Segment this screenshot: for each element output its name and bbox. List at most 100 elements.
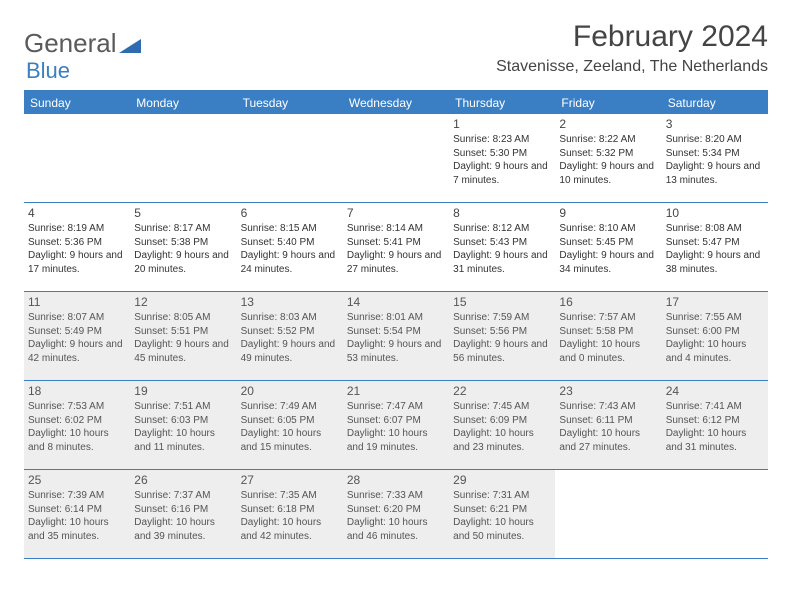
sunrise-text: Sunrise: 8:17 AM [134,222,232,236]
day-cell: 21Sunrise: 7:47 AMSunset: 6:07 PMDayligh… [343,381,449,469]
sunset-text: Sunset: 6:14 PM [28,503,126,517]
day-cell [24,114,130,202]
sunset-text: Sunset: 5:38 PM [134,236,232,250]
logo-triangle-icon [119,35,141,53]
daylight-text: Daylight: 9 hours and 10 minutes. [559,160,657,187]
day-number: 24 [666,384,764,398]
sunset-text: Sunset: 5:51 PM [134,325,232,339]
day-number: 2 [559,117,657,131]
day-cell: 22Sunrise: 7:45 AMSunset: 6:09 PMDayligh… [449,381,555,469]
day-cell: 20Sunrise: 7:49 AMSunset: 6:05 PMDayligh… [237,381,343,469]
daylight-text: Daylight: 10 hours and 8 minutes. [28,427,126,454]
sunrise-text: Sunrise: 7:43 AM [559,400,657,414]
sunrise-text: Sunrise: 7:35 AM [241,489,339,503]
sunrise-text: Sunrise: 8:01 AM [347,311,445,325]
sunset-text: Sunset: 6:12 PM [666,414,764,428]
day-number: 8 [453,206,551,220]
sunrise-text: Sunrise: 8:19 AM [28,222,126,236]
day-cell: 15Sunrise: 7:59 AMSunset: 5:56 PMDayligh… [449,292,555,380]
sunset-text: Sunset: 5:49 PM [28,325,126,339]
sunrise-text: Sunrise: 8:15 AM [241,222,339,236]
sunrise-text: Sunrise: 8:12 AM [453,222,551,236]
sunrise-text: Sunrise: 8:10 AM [559,222,657,236]
sunrise-text: Sunrise: 8:08 AM [666,222,764,236]
day-cell [343,114,449,202]
day-cell: 29Sunrise: 7:31 AMSunset: 6:21 PMDayligh… [449,470,555,558]
daylight-text: Daylight: 9 hours and 38 minutes. [666,249,764,276]
logo-text-1: General [24,28,117,59]
day-number: 19 [134,384,232,398]
daylight-text: Daylight: 10 hours and 31 minutes. [666,427,764,454]
week-row: 4Sunrise: 8:19 AMSunset: 5:36 PMDaylight… [24,203,768,292]
day-cell: 8Sunrise: 8:12 AMSunset: 5:43 PMDaylight… [449,203,555,291]
week-row: 11Sunrise: 8:07 AMSunset: 5:49 PMDayligh… [24,292,768,381]
daylight-text: Daylight: 9 hours and 49 minutes. [241,338,339,365]
sunset-text: Sunset: 5:45 PM [559,236,657,250]
day-number: 29 [453,473,551,487]
daylight-text: Daylight: 9 hours and 20 minutes. [134,249,232,276]
daylight-text: Daylight: 10 hours and 4 minutes. [666,338,764,365]
day-header-cell: Thursday [449,92,555,114]
daylight-text: Daylight: 9 hours and 7 minutes. [453,160,551,187]
daylight-text: Daylight: 10 hours and 11 minutes. [134,427,232,454]
day-number: 25 [28,473,126,487]
sunrise-text: Sunrise: 8:14 AM [347,222,445,236]
sunrise-text: Sunrise: 8:23 AM [453,133,551,147]
sunrise-text: Sunrise: 7:51 AM [134,400,232,414]
day-number: 5 [134,206,232,220]
day-header-cell: Saturday [662,92,768,114]
daylight-text: Daylight: 10 hours and 50 minutes. [453,516,551,543]
day-number: 4 [28,206,126,220]
day-cell [237,114,343,202]
logo: General [24,20,141,59]
day-cell [130,114,236,202]
day-header-cell: Sunday [24,92,130,114]
daylight-text: Daylight: 10 hours and 42 minutes. [241,516,339,543]
day-cell: 14Sunrise: 8:01 AMSunset: 5:54 PMDayligh… [343,292,449,380]
sunset-text: Sunset: 5:47 PM [666,236,764,250]
daylight-text: Daylight: 9 hours and 56 minutes. [453,338,551,365]
sunset-text: Sunset: 6:00 PM [666,325,764,339]
day-cell: 25Sunrise: 7:39 AMSunset: 6:14 PMDayligh… [24,470,130,558]
day-cell: 2Sunrise: 8:22 AMSunset: 5:32 PMDaylight… [555,114,661,202]
sunset-text: Sunset: 6:07 PM [347,414,445,428]
sunrise-text: Sunrise: 8:20 AM [666,133,764,147]
day-number: 14 [347,295,445,309]
day-header-cell: Wednesday [343,92,449,114]
day-cell: 24Sunrise: 7:41 AMSunset: 6:12 PMDayligh… [662,381,768,469]
day-cell: 16Sunrise: 7:57 AMSunset: 5:58 PMDayligh… [555,292,661,380]
day-number: 3 [666,117,764,131]
day-cell: 23Sunrise: 7:43 AMSunset: 6:11 PMDayligh… [555,381,661,469]
sunset-text: Sunset: 5:40 PM [241,236,339,250]
sunrise-text: Sunrise: 7:49 AM [241,400,339,414]
day-number: 27 [241,473,339,487]
sunset-text: Sunset: 6:16 PM [134,503,232,517]
sunset-text: Sunset: 6:11 PM [559,414,657,428]
daylight-text: Daylight: 9 hours and 34 minutes. [559,249,657,276]
daylight-text: Daylight: 9 hours and 13 minutes. [666,160,764,187]
sunrise-text: Sunrise: 7:37 AM [134,489,232,503]
day-header-row: SundayMondayTuesdayWednesdayThursdayFrid… [24,92,768,114]
daylight-text: Daylight: 9 hours and 17 minutes. [28,249,126,276]
day-cell: 12Sunrise: 8:05 AMSunset: 5:51 PMDayligh… [130,292,236,380]
day-header-cell: Tuesday [237,92,343,114]
sunrise-text: Sunrise: 8:07 AM [28,311,126,325]
daylight-text: Daylight: 10 hours and 46 minutes. [347,516,445,543]
sunset-text: Sunset: 5:32 PM [559,147,657,161]
sunset-text: Sunset: 5:43 PM [453,236,551,250]
day-number: 13 [241,295,339,309]
day-cell [662,470,768,558]
day-number: 10 [666,206,764,220]
sunrise-text: Sunrise: 7:39 AM [28,489,126,503]
sunrise-text: Sunrise: 7:31 AM [453,489,551,503]
day-cell: 19Sunrise: 7:51 AMSunset: 6:03 PMDayligh… [130,381,236,469]
day-cell: 6Sunrise: 8:15 AMSunset: 5:40 PMDaylight… [237,203,343,291]
day-cell: 17Sunrise: 7:55 AMSunset: 6:00 PMDayligh… [662,292,768,380]
sunset-text: Sunset: 5:56 PM [453,325,551,339]
sunset-text: Sunset: 6:20 PM [347,503,445,517]
day-cell: 4Sunrise: 8:19 AMSunset: 5:36 PMDaylight… [24,203,130,291]
sunrise-text: Sunrise: 7:47 AM [347,400,445,414]
day-cell: 1Sunrise: 8:23 AMSunset: 5:30 PMDaylight… [449,114,555,202]
sunset-text: Sunset: 5:58 PM [559,325,657,339]
daylight-text: Daylight: 10 hours and 19 minutes. [347,427,445,454]
